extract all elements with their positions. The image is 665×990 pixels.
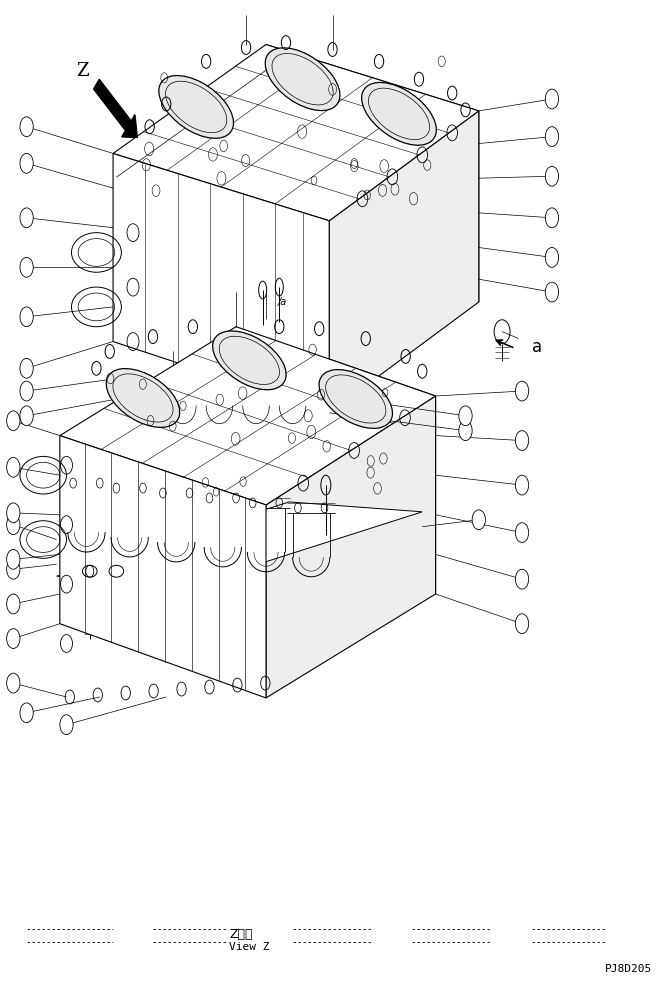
Polygon shape bbox=[329, 111, 479, 413]
Circle shape bbox=[20, 358, 33, 378]
Circle shape bbox=[20, 117, 33, 137]
Circle shape bbox=[472, 510, 485, 530]
Circle shape bbox=[7, 411, 20, 431]
Polygon shape bbox=[266, 45, 479, 302]
Text: a: a bbox=[532, 339, 542, 356]
Polygon shape bbox=[60, 327, 436, 505]
Circle shape bbox=[545, 282, 559, 302]
Polygon shape bbox=[60, 436, 266, 698]
Circle shape bbox=[515, 569, 529, 589]
Circle shape bbox=[20, 257, 33, 277]
Circle shape bbox=[515, 431, 529, 450]
Circle shape bbox=[545, 166, 559, 186]
Ellipse shape bbox=[213, 331, 286, 390]
Text: View Z: View Z bbox=[229, 942, 270, 952]
Circle shape bbox=[20, 153, 33, 173]
Text: Z　視: Z 視 bbox=[229, 928, 253, 940]
Circle shape bbox=[545, 248, 559, 267]
Circle shape bbox=[459, 421, 472, 441]
Ellipse shape bbox=[265, 48, 340, 111]
Ellipse shape bbox=[362, 82, 436, 146]
Text: PJ8D205: PJ8D205 bbox=[604, 964, 652, 974]
FancyArrow shape bbox=[94, 79, 138, 138]
Polygon shape bbox=[57, 502, 422, 586]
Circle shape bbox=[515, 523, 529, 543]
Polygon shape bbox=[266, 396, 436, 698]
Polygon shape bbox=[113, 45, 479, 221]
Ellipse shape bbox=[106, 368, 180, 428]
Circle shape bbox=[7, 629, 20, 648]
Ellipse shape bbox=[159, 75, 233, 139]
Circle shape bbox=[20, 307, 33, 327]
Circle shape bbox=[20, 208, 33, 228]
Circle shape bbox=[7, 594, 20, 614]
Circle shape bbox=[7, 503, 20, 523]
Circle shape bbox=[515, 475, 529, 495]
Circle shape bbox=[545, 208, 559, 228]
Polygon shape bbox=[236, 327, 436, 594]
Circle shape bbox=[20, 703, 33, 723]
Text: Z: Z bbox=[76, 62, 89, 80]
Circle shape bbox=[515, 381, 529, 401]
Circle shape bbox=[515, 614, 529, 634]
Circle shape bbox=[7, 457, 20, 477]
Circle shape bbox=[7, 549, 20, 569]
Circle shape bbox=[7, 515, 20, 535]
Circle shape bbox=[20, 406, 33, 426]
Circle shape bbox=[60, 715, 73, 735]
Circle shape bbox=[459, 406, 472, 426]
Circle shape bbox=[7, 559, 20, 579]
Circle shape bbox=[7, 673, 20, 693]
Polygon shape bbox=[113, 153, 329, 413]
Circle shape bbox=[545, 127, 559, 147]
Text: /a: /a bbox=[278, 297, 287, 307]
Ellipse shape bbox=[319, 369, 392, 429]
Circle shape bbox=[20, 381, 33, 401]
Circle shape bbox=[545, 89, 559, 109]
